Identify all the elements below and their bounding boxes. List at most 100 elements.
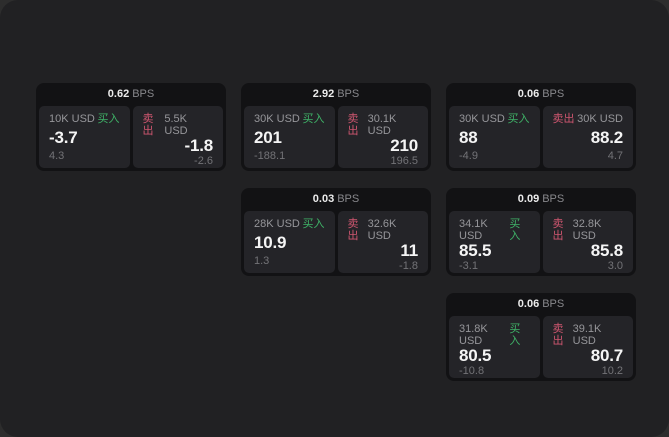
sell-meta-row: 卖出 39.1K USD bbox=[553, 323, 624, 347]
buy-panel[interactable]: 31.8K USD 买入 80.5 -10.8 bbox=[449, 316, 540, 378]
sell-delta: 4.7 bbox=[607, 150, 623, 162]
buy-delta: 1.3 bbox=[254, 255, 270, 267]
buy-delta: 4.3 bbox=[49, 150, 65, 162]
quote-panels: 30K USD 买入 88 -4.9 卖出 30K USD 88.2 4.7 bbox=[449, 106, 633, 168]
sell-panel[interactable]: 卖出 30K USD 88.2 4.7 bbox=[542, 106, 633, 168]
sell-delta: 196.5 bbox=[390, 155, 418, 167]
buy-size: 30K USD bbox=[254, 113, 300, 125]
card-header: 0.09 BPS bbox=[449, 188, 633, 211]
buy-size: 30K USD bbox=[459, 113, 505, 125]
bps-value: 0.09 bbox=[517, 193, 540, 205]
sell-size: 30.1K USD bbox=[367, 113, 397, 137]
buy-price: 10.9 bbox=[254, 232, 287, 252]
buy-delta: -10.8 bbox=[459, 365, 485, 377]
card-header: 0.06 BPS bbox=[449, 83, 633, 106]
buy-price: 80.5 bbox=[459, 346, 492, 365]
quote-panels: 34.1K USD 买入 85.5 -3.1 卖出 32.8K USD 85.8… bbox=[449, 211, 633, 273]
quote-card: 0.09 BPS 34.1K USD 买入 85.5 -3.1 卖出 32.8K … bbox=[446, 188, 636, 276]
sell-side-label: 卖出 bbox=[552, 113, 575, 125]
buy-side-label: 买入 bbox=[97, 113, 120, 125]
card-header: 0.06 BPS bbox=[449, 293, 633, 316]
sell-delta: -1.8 bbox=[399, 260, 418, 272]
bps-value: 0.03 bbox=[312, 193, 335, 205]
bps-unit: BPS bbox=[337, 88, 360, 100]
bps-value: 0.06 bbox=[517, 88, 540, 100]
buy-meta-row: 10K USD 买入 bbox=[49, 113, 120, 125]
quote-card: 0.06 BPS 30K USD 买入 88 -4.9 卖出 30K USD 88… bbox=[446, 83, 636, 171]
buy-side-label: 买入 bbox=[509, 218, 521, 242]
buy-side-label: 买入 bbox=[507, 113, 530, 125]
bps-unit: BPS bbox=[337, 193, 360, 205]
sell-side-label: 卖出 bbox=[347, 218, 359, 242]
quote-board: 0.62 BPS 10K USD 买入 -3.7 4.3 卖出 5.5K USD … bbox=[36, 83, 636, 381]
sell-size: 32.8K USD bbox=[572, 218, 602, 242]
quote-panels: 28K USD 买入 10.9 1.3 卖出 32.6K USD 11 -1.8 bbox=[244, 211, 428, 273]
buy-meta-row: 30K USD 买入 bbox=[254, 113, 325, 125]
sell-panel[interactable]: 卖出 39.1K USD 80.7 10.2 bbox=[542, 316, 633, 378]
buy-side-label: 买入 bbox=[302, 218, 325, 230]
sell-price: 88.2 bbox=[590, 127, 623, 147]
buy-price: 201 bbox=[254, 127, 282, 147]
sell-price: 210 bbox=[390, 136, 418, 155]
bps-unit: BPS bbox=[542, 193, 565, 205]
buy-price: 85.5 bbox=[459, 241, 492, 260]
buy-price: 88 bbox=[459, 127, 478, 147]
buy-size: 31.8K USD bbox=[459, 323, 488, 347]
sell-panel[interactable]: 卖出 32.8K USD 85.8 3.0 bbox=[542, 211, 633, 273]
buy-meta-row: 28K USD 买入 bbox=[254, 218, 325, 230]
sell-meta-row: 卖出 32.6K USD bbox=[348, 218, 419, 242]
sell-meta-row: 卖出 30.1K USD bbox=[348, 113, 419, 137]
buy-delta: -4.9 bbox=[459, 150, 478, 162]
quote-card: 2.92 BPS 30K USD 买入 201 -188.1 卖出 30.1K U… bbox=[241, 83, 431, 171]
bps-value: 0.62 bbox=[107, 88, 130, 100]
quote-panels: 31.8K USD 买入 80.5 -10.8 卖出 39.1K USD 80.… bbox=[449, 316, 633, 378]
bps-value: 2.92 bbox=[312, 88, 335, 100]
sell-delta: -2.6 bbox=[194, 155, 213, 167]
card-header: 0.03 BPS bbox=[244, 188, 428, 211]
sell-panel[interactable]: 卖出 32.6K USD 11 -1.8 bbox=[337, 211, 428, 273]
buy-panel[interactable]: 30K USD 买入 88 -4.9 bbox=[449, 106, 540, 168]
buy-panel[interactable]: 10K USD 买入 -3.7 4.3 bbox=[39, 106, 130, 168]
bps-unit: BPS bbox=[542, 88, 565, 100]
sell-panel[interactable]: 卖出 30.1K USD 210 196.5 bbox=[337, 106, 428, 168]
sell-size: 30K USD bbox=[577, 113, 623, 125]
sell-size: 32.6K USD bbox=[367, 218, 397, 242]
sell-price: 80.7 bbox=[590, 346, 623, 365]
buy-meta-row: 30K USD 买入 bbox=[459, 113, 530, 125]
buy-delta: -3.1 bbox=[459, 260, 478, 272]
sell-size: 39.1K USD bbox=[572, 323, 602, 347]
sell-meta-row: 卖出 30K USD bbox=[553, 113, 624, 125]
quote-card: 0.06 BPS 31.8K USD 买入 80.5 -10.8 卖出 39.1K… bbox=[446, 293, 636, 381]
sell-side-label: 卖出 bbox=[347, 113, 359, 137]
buy-side-label: 买入 bbox=[302, 113, 325, 125]
sell-panel[interactable]: 卖出 5.5K USD -1.8 -2.6 bbox=[132, 106, 223, 168]
sell-price: 11 bbox=[400, 241, 418, 260]
sell-price: -1.8 bbox=[184, 136, 214, 155]
quote-card: 0.62 BPS 10K USD 买入 -3.7 4.3 卖出 5.5K USD … bbox=[36, 83, 226, 171]
sell-side-label: 卖出 bbox=[552, 218, 564, 242]
buy-side-label: 买入 bbox=[509, 323, 521, 347]
bps-value: 0.06 bbox=[517, 298, 540, 310]
sell-meta-row: 卖出 32.8K USD bbox=[553, 218, 624, 242]
buy-panel[interactable]: 34.1K USD 买入 85.5 -3.1 bbox=[449, 211, 540, 273]
quote-panels: 10K USD 买入 -3.7 4.3 卖出 5.5K USD -1.8 -2.… bbox=[39, 106, 223, 168]
buy-panel[interactable]: 28K USD 买入 10.9 1.3 bbox=[244, 211, 335, 273]
sell-size: 5.5K USD bbox=[164, 113, 188, 137]
card-header: 2.92 BPS bbox=[244, 83, 428, 106]
buy-size: 28K USD bbox=[254, 218, 300, 230]
sell-meta-row: 卖出 5.5K USD bbox=[143, 113, 214, 137]
sell-delta: 3.0 bbox=[607, 260, 623, 272]
bps-unit: BPS bbox=[132, 88, 155, 100]
buy-price: -3.7 bbox=[49, 127, 78, 147]
buy-size: 10K USD bbox=[49, 113, 95, 125]
buy-panel[interactable]: 30K USD 买入 201 -188.1 bbox=[244, 106, 335, 168]
sell-delta: 10.2 bbox=[601, 365, 623, 377]
quote-card: 0.03 BPS 28K USD 买入 10.9 1.3 卖出 32.6K USD… bbox=[241, 188, 431, 276]
card-header: 0.62 BPS bbox=[39, 83, 223, 106]
bps-unit: BPS bbox=[542, 298, 565, 310]
buy-size: 34.1K USD bbox=[459, 218, 488, 242]
quote-panels: 30K USD 买入 201 -188.1 卖出 30.1K USD 210 1… bbox=[244, 106, 428, 168]
sell-price: 85.8 bbox=[590, 241, 623, 260]
sell-side-label: 卖出 bbox=[552, 323, 564, 347]
